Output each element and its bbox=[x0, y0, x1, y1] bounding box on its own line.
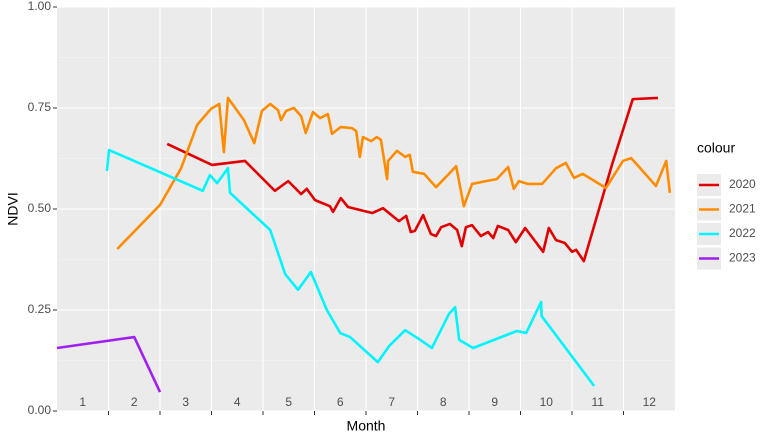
x-tick-label: 12 bbox=[643, 395, 657, 409]
line bbox=[56, 335, 162, 393]
legend-label: 2020 bbox=[729, 177, 756, 191]
x-tick-label: 3 bbox=[182, 395, 189, 409]
line bbox=[105, 148, 596, 387]
x-tick-label: 11 bbox=[592, 395, 605, 409]
x-tick-label: 10 bbox=[540, 395, 554, 409]
y-tick-label: 0.75 bbox=[28, 100, 52, 114]
x-tick-label: 7 bbox=[388, 395, 395, 409]
line bbox=[166, 96, 659, 263]
x-axis-title: Month bbox=[347, 418, 386, 434]
legend-label: 2021 bbox=[729, 202, 756, 216]
legend-label: 2023 bbox=[729, 251, 756, 265]
x-tick-label: 8 bbox=[440, 395, 447, 409]
legend-title: colour bbox=[697, 140, 735, 156]
legend-label: 2022 bbox=[729, 226, 756, 240]
y-axis-title: NDVI bbox=[5, 192, 21, 225]
y-tick-label: 0.50 bbox=[28, 201, 52, 215]
y-tick-label: 0.00 bbox=[28, 403, 52, 417]
x-tick-label: 9 bbox=[491, 395, 498, 409]
x-tick-label: 1 bbox=[79, 395, 86, 409]
x-tick-label: 4 bbox=[234, 395, 241, 409]
x-tick-label: 6 bbox=[337, 395, 344, 409]
y-tick-label: 1.00 bbox=[28, 0, 52, 13]
x-tick-label: 5 bbox=[285, 395, 292, 409]
x-tick-label: 2 bbox=[131, 395, 138, 409]
y-tick-label: 0.25 bbox=[28, 302, 52, 316]
line bbox=[116, 96, 672, 250]
